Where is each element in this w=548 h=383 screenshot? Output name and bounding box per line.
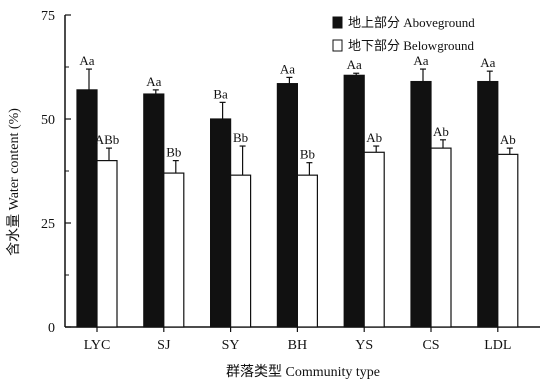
- plot-area: 0 25 50 75 LYC Aa ABb SJ Aa Bb SY Ba Bb BH Aa Bb YS Aa Ab C…: [41, 9, 540, 353]
- bar-aboveground: [143, 93, 165, 328]
- y-tick-label: 75: [41, 9, 55, 24]
- bar-belowground: [497, 153, 519, 328]
- y-tick-label: 0: [48, 321, 55, 336]
- x-tick-label: BH: [288, 338, 307, 353]
- significance-label: Aa: [146, 74, 161, 89]
- significance-label: Aa: [280, 61, 295, 76]
- legend-label-belowground: 地下部分 Belowground: [348, 38, 475, 53]
- significance-label: Ab: [366, 130, 382, 145]
- significance-label: Aa: [79, 53, 94, 68]
- significance-label: Aa: [347, 57, 362, 72]
- x-tick-label: YS: [355, 338, 373, 353]
- significance-label: Bb: [300, 147, 315, 162]
- bar-aboveground: [276, 83, 298, 328]
- x-tick-label: SJ: [157, 338, 171, 353]
- bar-belowground: [296, 174, 318, 328]
- bar-belowground: [230, 174, 252, 328]
- x-tick-label: CS: [422, 338, 439, 353]
- bar-belowground: [96, 160, 118, 328]
- bar-aboveground: [210, 118, 232, 328]
- significance-label: Aa: [480, 55, 495, 70]
- significance-label: Ab: [500, 132, 516, 147]
- x-tick-label: LDL: [484, 338, 511, 353]
- significance-label: Ab: [433, 124, 449, 139]
- significance-label: Aa: [413, 53, 428, 68]
- legend: 地上部分 Aboveground 地下部分 Belowground: [332, 15, 475, 53]
- bar-belowground: [363, 151, 385, 328]
- significance-label: ABb: [95, 132, 120, 147]
- y-tick-label: 25: [41, 217, 55, 232]
- significance-label: Bb: [166, 145, 181, 160]
- bar-aboveground: [343, 74, 365, 328]
- x-tick-label: SY: [222, 338, 240, 353]
- bar-belowground: [430, 147, 452, 328]
- bar-aboveground: [477, 80, 499, 328]
- significance-label: Ba: [213, 86, 228, 101]
- bar-belowground: [163, 172, 185, 328]
- legend-label-aboveground: 地上部分 Aboveground: [348, 15, 475, 30]
- x-axis-label: 群落类型 Community type: [226, 364, 380, 380]
- significance-label: Bb: [233, 130, 248, 145]
- x-tick-label: LYC: [84, 338, 111, 353]
- bar-aboveground: [410, 80, 432, 328]
- bar-aboveground: [76, 89, 98, 328]
- legend-swatch-aboveground: [332, 16, 343, 29]
- legend-swatch-belowground: [332, 39, 343, 52]
- y-tick-label: 50: [41, 113, 55, 128]
- y-axis-label: 含水量 Water content (%): [6, 108, 22, 256]
